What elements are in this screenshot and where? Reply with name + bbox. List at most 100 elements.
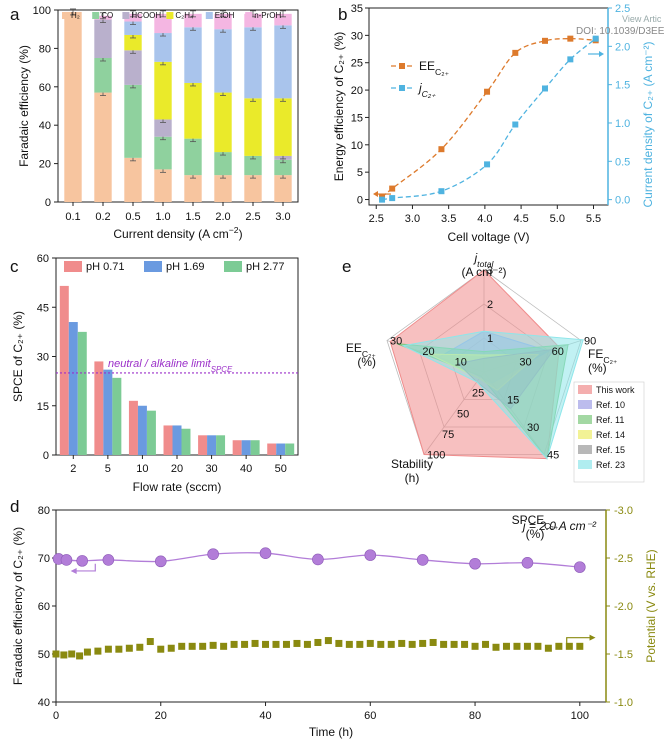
- x-tick-label: 50: [275, 463, 287, 475]
- radar-series-Ref23: [401, 330, 584, 460]
- potential-data-point: [335, 639, 343, 647]
- potential-data-point: [199, 642, 207, 650]
- radar-tick-label: 25: [472, 388, 484, 400]
- bar-pH0.71: [198, 435, 208, 455]
- radar-tick-label: 100: [427, 450, 445, 462]
- bar-H₂: [214, 175, 232, 202]
- y2-tick-label: -2.5: [614, 553, 633, 565]
- legend-swatch: [578, 430, 592, 439]
- radar-tick-label: 2: [487, 299, 493, 311]
- data-point-j: [379, 196, 386, 203]
- potential-data-point: [440, 640, 448, 648]
- potential-data-point: [146, 638, 154, 646]
- data-point-j: [438, 188, 445, 195]
- potential-data-point: [502, 642, 510, 650]
- y-tick-label: 10: [351, 140, 363, 152]
- data-point-j: [592, 35, 599, 42]
- y-tick-label: 60: [37, 253, 49, 265]
- panel-b-chart: 0 5 10 15 20 25 30 35 0.0 0.5 1.0 1.5 2.0 2.5 2.5 3.0 3.…: [332, 3, 665, 244]
- legend-swatch: [578, 400, 592, 409]
- potential-data-point: [136, 643, 144, 651]
- radar-tick-label: 30: [390, 335, 402, 347]
- radar-axis-unit: (h): [405, 471, 420, 485]
- radar-axis-title: SPCEC₂₊: [512, 513, 559, 531]
- x-tick-label: 0.5: [125, 211, 140, 223]
- annotation-current-density: j = 2.0 A cm⁻²: [521, 519, 597, 533]
- potential-data-point: [492, 643, 500, 651]
- y-tick-label: 40: [38, 697, 50, 709]
- potential-axis-arrow: [566, 637, 591, 645]
- bar-HCOOH: [154, 119, 172, 137]
- fe-data-point: [469, 557, 481, 570]
- legend-label: This work: [596, 385, 635, 395]
- fe-data-point: [154, 555, 167, 568]
- y2-axis-label: Potential (V vs. RHE): [644, 549, 658, 662]
- x-tick-label: 5.5: [586, 213, 601, 225]
- bar-EtOH: [184, 27, 202, 83]
- potential-data-point: [167, 644, 175, 652]
- panel-c-chart: 0 15 30 45 60 2 5 10 20 30 40 50 neutral / alkaline …: [11, 253, 299, 494]
- bar-pH2.77: [146, 410, 156, 455]
- x-axis-label: Current density (A cm−2): [113, 225, 242, 241]
- y-axis-label: Faradaic efficiency of C₂₊ (%): [11, 527, 25, 685]
- legend-label: CO: [101, 11, 113, 20]
- potential-axis-arrowhead: [589, 634, 596, 641]
- axis-arrowhead-right: [599, 50, 604, 57]
- radar-tick-label: 45: [547, 450, 559, 462]
- bar-pH1.69: [68, 322, 78, 455]
- x-axis-label: Cell voltage (V): [447, 230, 529, 244]
- potential-data-point: [314, 638, 322, 646]
- potential-data-point: [251, 639, 259, 647]
- legend-label: Ref. 15: [596, 445, 625, 455]
- y2-tick-label: 1.5: [615, 80, 630, 92]
- x-tick-label: 2.0: [215, 211, 230, 223]
- bar-n-PrOH: [184, 13, 202, 28]
- bar-C₂H₄: [274, 98, 292, 156]
- x-tick-label: 1.0: [155, 211, 170, 223]
- potential-data-point: [450, 640, 458, 648]
- y2-tick-label: 1.0: [615, 118, 630, 130]
- bar-pH2.77: [77, 331, 87, 455]
- x-tick-label: 5: [105, 463, 111, 475]
- legend-swatch: [62, 12, 69, 19]
- radar-tick-label: 1: [487, 333, 493, 345]
- fe-data-point: [521, 556, 534, 569]
- y2-tick-label: -2.0: [614, 601, 633, 613]
- legend-swatch: [166, 12, 174, 19]
- bar-pH2.77: [285, 443, 295, 455]
- bar-pH0.71: [59, 285, 69, 455]
- legend-label: EtOH: [215, 11, 235, 20]
- y-tick-label: 30: [37, 352, 49, 364]
- fe-data-point: [102, 554, 115, 566]
- y-tick-label: 45: [37, 302, 49, 314]
- legend-label: EEC₂₊: [419, 59, 450, 77]
- y2-tick-label: 0.0: [615, 195, 630, 207]
- y-tick-label: 70: [38, 553, 50, 565]
- legend-swatch: [205, 12, 213, 19]
- fe-data-point: [416, 554, 429, 566]
- bar-pH2.77: [112, 377, 122, 455]
- data-point-j: [541, 85, 548, 92]
- fe-data-point: [312, 553, 324, 566]
- potential-data-point: [104, 645, 112, 653]
- bar-H₂: [124, 157, 142, 202]
- fe-axis-arrowhead: [70, 567, 77, 574]
- bar-pH0.71: [232, 440, 242, 455]
- potential-data-point: [125, 644, 133, 652]
- bar-H₂: [94, 92, 112, 202]
- y-tick-label: 15: [37, 401, 49, 413]
- legend-label: Ref. 14: [596, 430, 625, 440]
- potential-data-point: [52, 650, 60, 658]
- bar-pH1.69: [241, 440, 251, 455]
- y-tick-label: 15: [351, 112, 363, 124]
- y-axis-label: Faradaic efficiency (%): [17, 45, 31, 167]
- bar-C₂H₄: [124, 34, 142, 51]
- data-point-EE: [389, 185, 396, 192]
- radar-tick-label: 30: [527, 422, 539, 434]
- y-tick-label: 35: [351, 3, 363, 15]
- panel-label-d: d: [10, 497, 19, 516]
- watermark-text: View Artic: [622, 14, 662, 24]
- bar-EtOH: [244, 27, 262, 99]
- bar-CO: [154, 136, 172, 170]
